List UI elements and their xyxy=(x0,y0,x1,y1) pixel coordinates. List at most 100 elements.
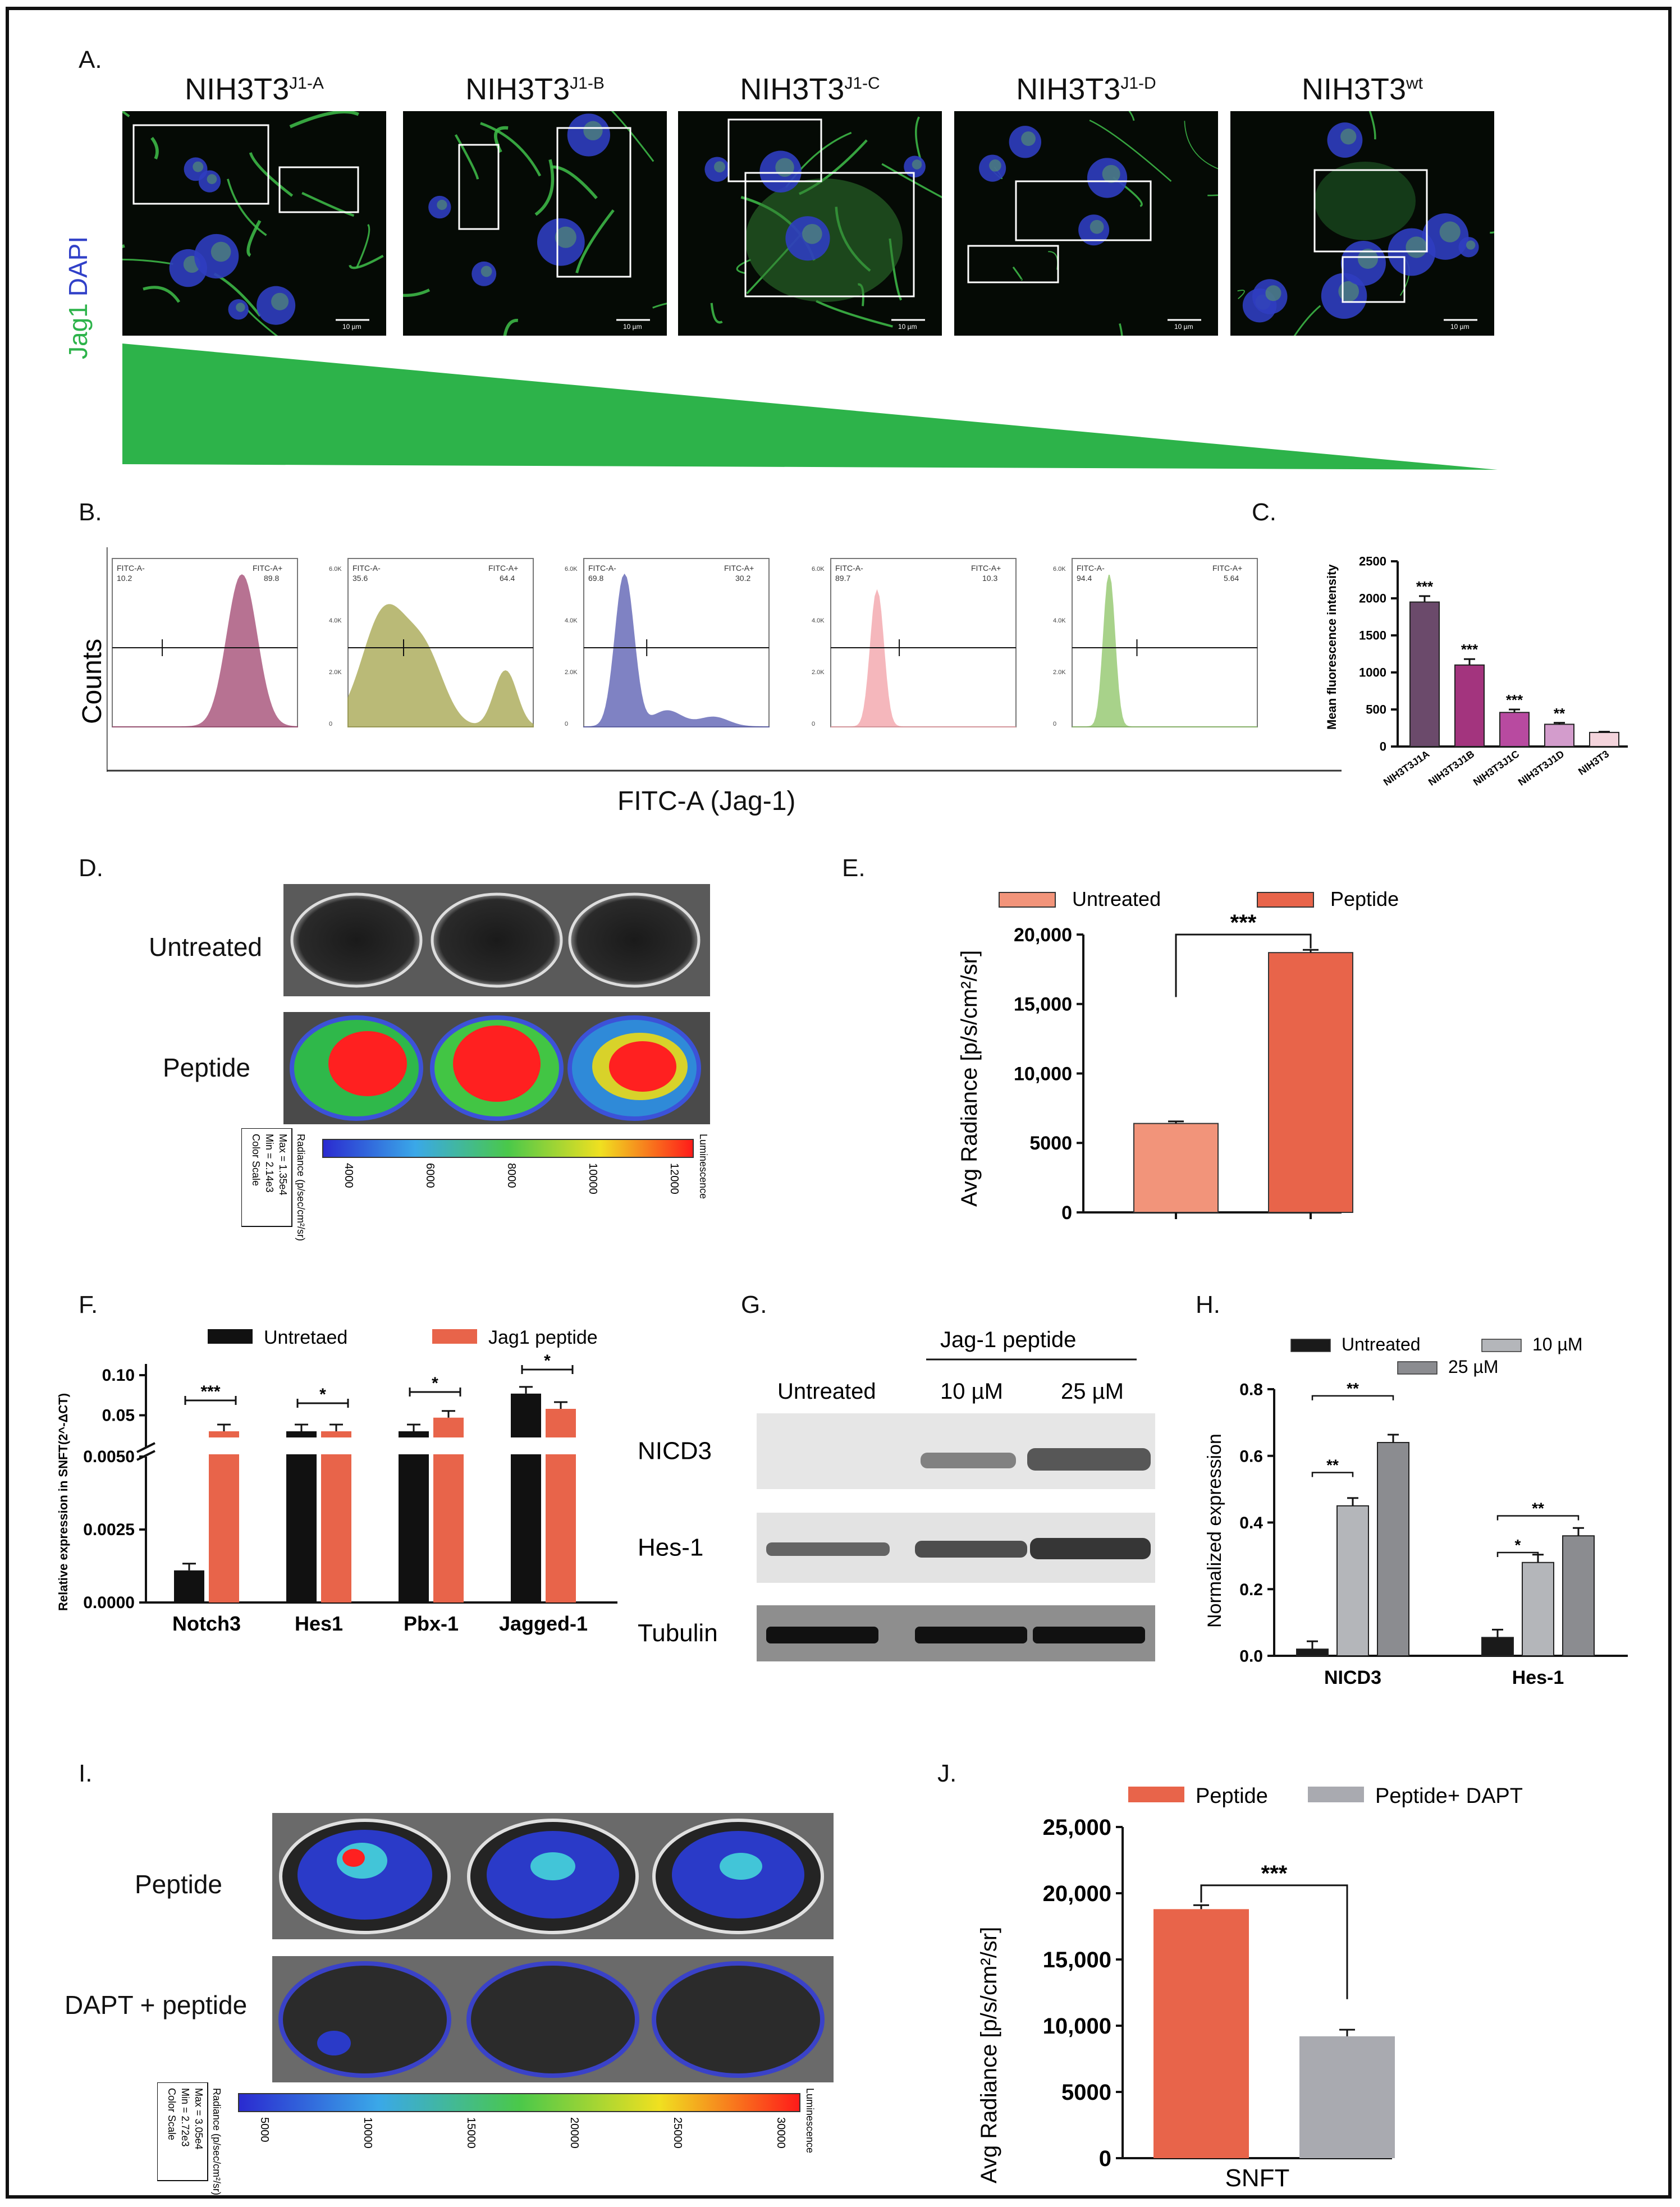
micrograph-image-3: 10 µm xyxy=(678,111,942,336)
significance-bracket xyxy=(1311,1395,1394,1400)
micrograph-image-2: 10 µm xyxy=(403,111,667,336)
histogram-curve xyxy=(831,589,1016,727)
nucleus-speckle xyxy=(1021,131,1036,146)
bar-Peptide+ DAPT xyxy=(1299,2036,1395,2158)
chart-h-ylabel: Normalized expression xyxy=(1204,1434,1225,1628)
micrograph-title-sup: J1-D xyxy=(1120,74,1156,93)
roi-box xyxy=(1015,180,1152,241)
histogram-y-tick: 6.0K xyxy=(329,566,342,573)
blot-row-label: NICD3 xyxy=(638,1437,712,1465)
roi-box xyxy=(967,245,1059,283)
significance-star: * xyxy=(1515,1536,1521,1554)
flow-histogram-4: FITC-A-89.7 FITC-A+10.3 6.0K 4.0K 2.0K 0 xyxy=(812,558,1017,727)
nucleus-speckle xyxy=(193,161,204,172)
micrograph-title-3: NIH3T3J1-C xyxy=(681,72,939,107)
chart-f-qpcr: Untretaed Jag1 peptide Relative expression… xyxy=(56,1327,617,1635)
scale-info-line: Min = 2.14e3 xyxy=(264,1134,275,1193)
legend-swatch xyxy=(1290,1339,1331,1352)
jag1-fiber xyxy=(1489,231,1494,234)
jag1-fiber xyxy=(1293,305,1321,336)
roi-box xyxy=(278,166,359,213)
scale-tick-label: 20000 xyxy=(568,2117,580,2149)
bar-Peptide xyxy=(1268,952,1353,1214)
y-tick-label: 0.05 xyxy=(102,1406,135,1425)
jag1-fiber xyxy=(1368,111,1376,140)
scale-bar-label: 10 µm xyxy=(1450,323,1470,331)
nucleus-speckle xyxy=(912,159,922,170)
nucleus-speckle xyxy=(1406,236,1427,258)
micrograph-title-base: NIH3T3 xyxy=(465,72,570,106)
histogram-y-tick: 6.0K xyxy=(1053,566,1066,573)
legend-swatch xyxy=(1481,1339,1522,1352)
chart-e-radiance: Untreated Peptide Avg Radiance [p/s/cm²/sr… xyxy=(957,887,1399,1224)
significance-star: *** xyxy=(1261,1861,1288,1886)
counts-label: Counts xyxy=(77,639,107,724)
jag1-fiber xyxy=(1012,266,1023,281)
panel-letter-b: B. xyxy=(79,498,102,526)
x-tick-label: Hes1 xyxy=(295,1612,343,1635)
scale-bar-label: 10 µm xyxy=(1174,323,1193,331)
legend-swatch xyxy=(1128,1787,1184,1802)
nucleus-speckle xyxy=(437,199,447,210)
nucleus-speckle xyxy=(583,121,603,141)
bar-Notch3-Untretaed xyxy=(174,1570,204,1602)
gate-pos-label: FITC-A+ xyxy=(971,564,1001,573)
y-tick-label: 0.0050 xyxy=(83,1448,135,1466)
jag1-fiber xyxy=(301,191,355,217)
gate-neg-value: 89.7 xyxy=(835,574,850,583)
micrograph-title-base: NIH3T3 xyxy=(1016,72,1121,106)
panel-letter-g: G. xyxy=(741,1291,767,1318)
legend-swatch xyxy=(1308,1787,1364,1802)
scale-tick-label: 6000 xyxy=(424,1163,436,1188)
jag1-fiber xyxy=(534,159,555,216)
significance-star: *** xyxy=(1230,910,1257,935)
panel-letter-e: E. xyxy=(842,854,866,882)
roi-box xyxy=(1342,256,1406,303)
y-tick-label: 0.0025 xyxy=(83,1521,135,1539)
lane-label: Untreated xyxy=(777,1379,876,1404)
bar-break-gap xyxy=(510,1437,542,1454)
bar-Hes-1-25 µM xyxy=(1562,1535,1595,1656)
jag1-fiber xyxy=(503,319,519,336)
jag-peptide-label: Jag-1 peptide xyxy=(940,1327,1076,1352)
x-tick-label: Hes-1 xyxy=(1512,1667,1564,1688)
jag1-fiber xyxy=(249,152,294,197)
y-tick-label: 2500 xyxy=(1359,555,1386,569)
nucleus-speckle xyxy=(271,292,289,310)
histogram-y-tick: 4.0K xyxy=(565,617,578,624)
scale-info-box xyxy=(157,2082,208,2181)
bar-NICD3-Untreated xyxy=(1296,1649,1329,1656)
nucleus-speckle xyxy=(1102,164,1120,183)
y-tick-label: 1500 xyxy=(1359,629,1386,643)
jag1-fiber xyxy=(356,223,370,268)
panel-letter-c: C. xyxy=(1252,498,1276,526)
micrograph-title-sup: wt xyxy=(1406,74,1423,93)
bar-Jagged-1-Untretaed xyxy=(511,1393,541,1602)
stain-label-jag1: Jag1 xyxy=(63,303,93,359)
jag1-fiber xyxy=(122,111,130,117)
histogram-y-tick: 6.0K xyxy=(565,566,578,573)
scale-tick-label: 10000 xyxy=(361,2117,374,2149)
y-tick-label: 0.0000 xyxy=(83,1594,135,1612)
legend-label: Peptide xyxy=(1196,1784,1268,1808)
luminescence-label: Luminescence xyxy=(698,1134,709,1199)
jag1-fiber xyxy=(143,286,181,303)
scale-bar-label: 10 µm xyxy=(342,323,361,331)
roi-box xyxy=(744,172,915,297)
jag1-fiber xyxy=(652,303,667,309)
legend-swatch xyxy=(1257,892,1314,908)
stain-label: Jag1 DAPI xyxy=(63,236,93,359)
x-tick-label: NIH3T3J1D xyxy=(1516,748,1566,788)
tubulin-band xyxy=(766,1627,878,1643)
panel-letter-i: I. xyxy=(79,1760,93,1787)
scale-info-line: Max = 3.05e4 xyxy=(193,2088,204,2150)
jag1-fiber xyxy=(227,178,267,236)
micrograph-image-5: 10 µm xyxy=(1230,111,1494,336)
bar-Pbx-1-Untretaed xyxy=(399,1431,429,1602)
significance-star: ** xyxy=(1326,1456,1339,1473)
legend-swatch xyxy=(208,1329,253,1344)
significance-bracket xyxy=(184,1396,237,1405)
legend-swatch xyxy=(999,892,1056,908)
y-tick-label: 0.10 xyxy=(102,1366,135,1385)
significance-bracket xyxy=(1496,1515,1580,1521)
